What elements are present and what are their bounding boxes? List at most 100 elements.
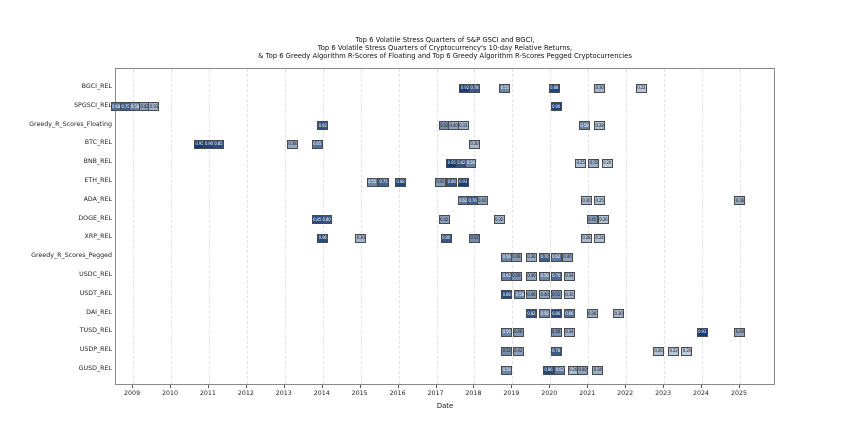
data-point: 0.35 xyxy=(588,158,600,168)
y-axis-label-SPGSCI_REL: SPGSCI_REL xyxy=(74,101,112,109)
data-point: 0.56 xyxy=(514,290,526,300)
x-tick-mark xyxy=(549,385,551,388)
gridline-year-2025 xyxy=(739,69,741,384)
y-axis-label-ETH_REL: ETH_REL xyxy=(84,177,112,184)
x-tick-mark xyxy=(663,385,665,388)
x-tick-label: 2011 xyxy=(199,390,216,397)
y-axis-label-USDT_REL: USDT_REL xyxy=(79,289,112,297)
data-point: 0.42 xyxy=(476,196,488,206)
data-point: 0.30 xyxy=(580,196,592,206)
gridline-year-2017 xyxy=(436,69,438,384)
gridline-year-2019 xyxy=(512,69,514,384)
x-tick-label: 2016 xyxy=(389,390,406,397)
gridline-year-2009 xyxy=(133,69,135,384)
data-point: 0.26 xyxy=(652,346,664,356)
data-point: 0.46 xyxy=(525,290,537,300)
data-point: 0.45 xyxy=(586,215,598,225)
x-tick-label: 2025 xyxy=(730,390,747,397)
data-point: 0.33 xyxy=(148,102,160,112)
data-point: 0.40 xyxy=(539,290,551,300)
y-axis-label-DOGE_REL: DOGE_REL xyxy=(78,214,112,222)
data-point: 0.93 xyxy=(696,327,708,337)
y-axis-label-XRP_REL: XRP_REL xyxy=(84,233,113,241)
data-point: 0.42 xyxy=(512,346,524,356)
data-point: 0.62 xyxy=(550,252,562,262)
gridline-year-2010 xyxy=(171,69,172,384)
data-point: 0.30 xyxy=(355,233,367,243)
data-point: 0.82 xyxy=(317,121,329,131)
data-point: 0.52 xyxy=(550,290,562,300)
y-axis-label-USDC_REL: USDC_REL xyxy=(79,271,112,278)
data-point: 0.36 xyxy=(734,196,746,206)
data-point: 0.40 xyxy=(577,365,589,375)
data-point: 0.42 xyxy=(438,215,450,225)
y-axis-label-BGCI_REL: BGCI_REL xyxy=(81,83,112,90)
data-point: 0.25 xyxy=(575,158,587,168)
x-tick-mark xyxy=(511,385,513,388)
data-point: 0.46 xyxy=(510,252,522,262)
x-tick-mark xyxy=(170,385,171,388)
data-point: 0.56 xyxy=(501,327,513,337)
gridline-year-2022 xyxy=(626,69,628,384)
data-point: 0.46 xyxy=(512,327,524,337)
chart-title: Top 6 Volatile Stress Quarters of S&P GS… xyxy=(115,36,775,60)
data-point: 0.75 xyxy=(377,177,389,187)
x-tick-label: 2024 xyxy=(693,390,710,397)
y-axis-label-ADA_REL: ADA_REL xyxy=(83,195,112,203)
data-point: 0.93 xyxy=(457,177,469,187)
data-point: 0.20 xyxy=(601,158,613,168)
y-axis-label-Greedy_R_Scores_Pegged: Greedy_R_Scores_Pegged xyxy=(31,252,112,260)
gridline-year-2024 xyxy=(702,69,704,384)
data-point: 0.28 xyxy=(580,233,592,243)
data-point: 0.78 xyxy=(468,83,480,93)
data-point: 0.76 xyxy=(539,252,551,262)
data-point: 0.55 xyxy=(499,83,511,93)
gridline-year-2018 xyxy=(474,69,476,384)
data-point: 0.58 xyxy=(578,121,590,131)
data-point: 0.86 xyxy=(542,365,554,375)
data-point: 0.30 xyxy=(613,309,625,319)
gridline-year-2023 xyxy=(664,69,666,384)
data-point: 0.22 xyxy=(635,83,647,93)
data-point: 0.30 xyxy=(468,139,480,149)
y-axis-label-TUSD_REL: TUSD_REL xyxy=(79,327,112,335)
data-point: 0.33 xyxy=(457,121,469,131)
x-tick-label: 2023 xyxy=(655,390,672,397)
data-point: 0.58 xyxy=(465,158,477,168)
data-point: 0.34 xyxy=(563,327,575,337)
x-tick-label: 2013 xyxy=(275,390,292,397)
data-point: 0.34 xyxy=(563,271,575,281)
chart-title-line-3: & Top 6 Greedy Algorithm R-Scores of Flo… xyxy=(258,52,632,60)
data-point: 0.22 xyxy=(668,346,680,356)
gridline-year-2020 xyxy=(550,69,552,384)
x-tick-label: 2014 xyxy=(313,390,330,397)
chart-title-line-2: Top 6 Volatile Stress Quarters of Crypto… xyxy=(317,44,573,52)
x-tick-mark xyxy=(473,385,475,388)
data-point: 0.30 xyxy=(594,83,606,93)
data-point: 0.80 xyxy=(321,215,333,225)
x-tick-label: 2009 xyxy=(124,390,141,397)
plot-area: 0.92 0.78 0.55 0.88 0.30 0.22 0.68 0.75 0.58 0.42… xyxy=(110,68,775,385)
data-point: 0.36 xyxy=(586,309,598,319)
data-point: 0.20 xyxy=(681,346,693,356)
data-point: 0.45 xyxy=(434,177,446,187)
data-point: 0.24 xyxy=(594,233,606,243)
data-point: 0.86 xyxy=(501,290,513,300)
x-tick-label: 2021 xyxy=(579,390,596,397)
data-point: 0.52 xyxy=(468,233,480,243)
data-point: 0.80 xyxy=(440,233,452,243)
x-tick-mark xyxy=(283,385,285,388)
data-point: 0.85 xyxy=(212,139,224,149)
x-tick-label: 2019 xyxy=(503,390,520,397)
data-point: 0.26 xyxy=(597,215,609,225)
x-tick-mark xyxy=(359,385,361,388)
data-point: 0.50 xyxy=(510,271,522,281)
gridline-year-2015 xyxy=(360,69,362,384)
data-point: 0.90 xyxy=(550,102,562,112)
x-tick-mark xyxy=(207,385,209,388)
x-tick-label: 2018 xyxy=(465,390,482,397)
data-point: 0.56 xyxy=(501,365,513,375)
data-point: 0.88 xyxy=(394,177,406,187)
data-point: 0.55 xyxy=(366,177,378,187)
